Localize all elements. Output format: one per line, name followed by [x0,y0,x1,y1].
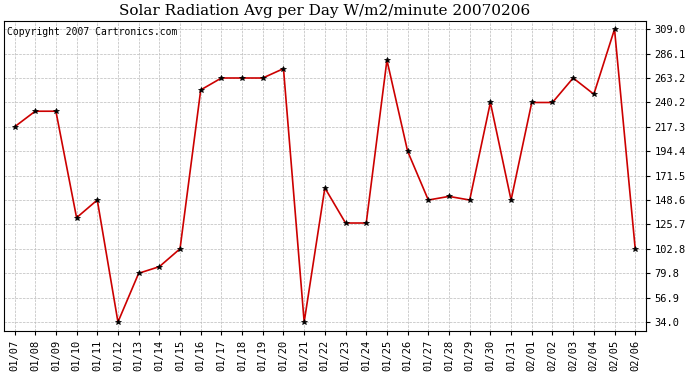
Text: Copyright 2007 Cartronics.com: Copyright 2007 Cartronics.com [8,27,178,37]
Title: Solar Radiation Avg per Day W/m2/minute 20070206: Solar Radiation Avg per Day W/m2/minute … [119,4,531,18]
